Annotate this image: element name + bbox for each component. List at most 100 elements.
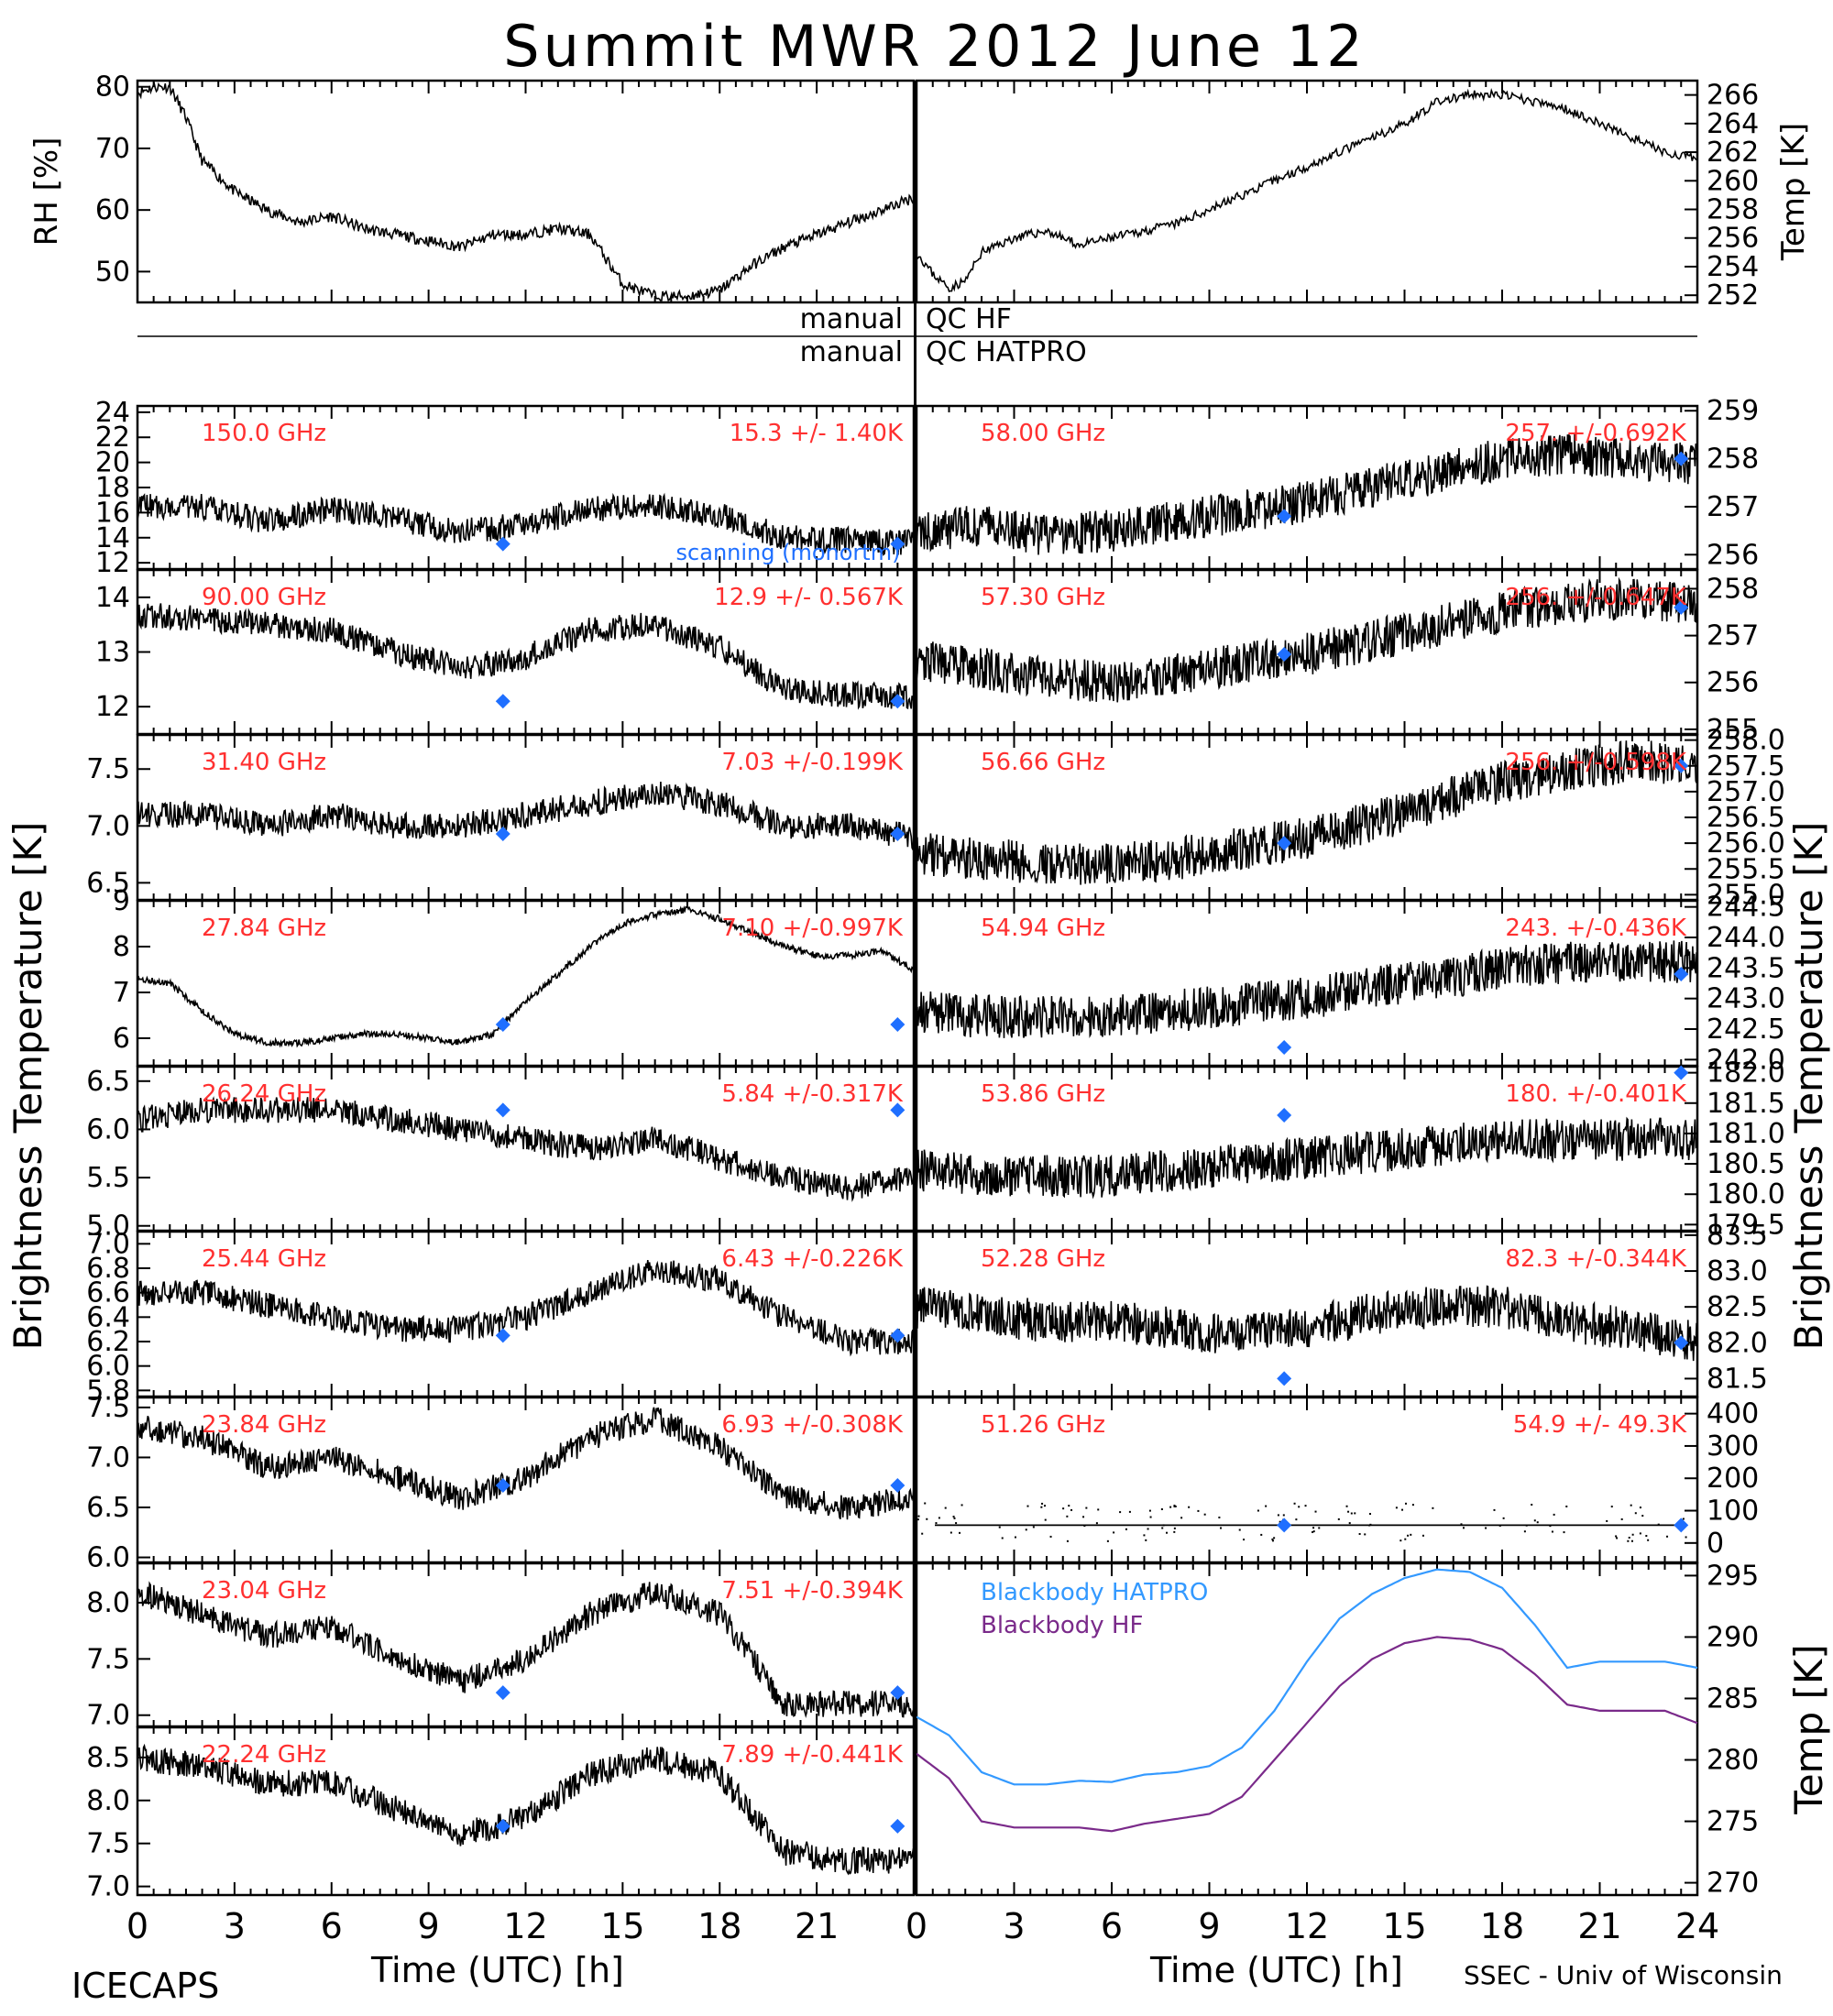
data-point [1606, 1519, 1608, 1522]
data-marker [1277, 1371, 1292, 1386]
data-point [1421, 1534, 1424, 1537]
frequency-label: 58.00 GHz [981, 420, 1105, 447]
y-tick-label: 266 [1707, 80, 1759, 112]
data-point [1631, 1533, 1634, 1536]
data-point [1354, 1512, 1356, 1515]
stat-label: 82.3 +/-0.344K [1505, 1245, 1687, 1273]
data-point [1460, 1523, 1463, 1526]
data-point [1401, 1508, 1404, 1511]
x-tick-label: 18 [697, 1906, 741, 1946]
chart-title: Summit MWR 2012 June 12 [503, 13, 1366, 80]
data-point [1533, 1519, 1536, 1522]
data-marker [890, 1328, 906, 1343]
y-tick-label: 6.5 [86, 1066, 130, 1098]
x-tick-label: 21 [1577, 1906, 1621, 1946]
data-trace [137, 1743, 915, 1876]
data-point [1085, 1507, 1088, 1509]
data-point [1295, 1518, 1298, 1521]
data-point [1350, 1512, 1353, 1515]
data-point [944, 1507, 947, 1509]
stat-label: 54.9 +/- 49.3K [1513, 1411, 1687, 1439]
stat-label: 7.51 +/-0.394K [721, 1577, 904, 1605]
data-point [1616, 1537, 1619, 1539]
data-point [1273, 1537, 1276, 1539]
data-point [917, 1515, 920, 1517]
data-point [1462, 1527, 1465, 1529]
left-xlabel: Time (UTC) [h] [370, 1950, 624, 1990]
y-tick-label: 22 [95, 422, 130, 454]
data-point [924, 1502, 927, 1505]
stat-label: 7.10 +/-0.997K [721, 915, 904, 942]
data-point [1368, 1524, 1371, 1527]
y-tick-label: 100 [1707, 1496, 1759, 1528]
legend-hf: Blackbody HF [981, 1612, 1143, 1639]
rh-panel: 50 60 70 80 RH [%] [28, 71, 916, 304]
right-xlabel: Time (UTC) [h] [1149, 1950, 1403, 1990]
stat-label: 243. +/-0.436K [1505, 915, 1687, 942]
y-tick-label: 6.4 [86, 1301, 130, 1333]
y-tick-label: 180.5 [1707, 1148, 1785, 1180]
y-tick-label: 81.5 [1707, 1363, 1768, 1395]
y-tick-label: 262 [1707, 137, 1759, 169]
y-tick-label: 18 [95, 472, 130, 504]
data-point [1143, 1534, 1146, 1537]
data-point [1565, 1505, 1568, 1507]
right-axis-label: Brightness Temperature [K] [1786, 822, 1831, 1351]
data-point [1628, 1536, 1630, 1539]
frequency-label: 54.94 GHz [981, 915, 1105, 942]
stat-label: 5.84 +/-0.317K [721, 1080, 904, 1108]
frequency-label: 150.0 GHz [202, 420, 326, 447]
data-point [1407, 1534, 1410, 1537]
y-tick-label: 242.5 [1707, 1013, 1785, 1046]
y-tick-label: 8.0 [86, 1785, 130, 1817]
data-point [1485, 1527, 1487, 1529]
data-marker [1277, 836, 1292, 851]
data-point [916, 1518, 919, 1521]
data-point [1634, 1512, 1637, 1515]
data-marker [1674, 1335, 1689, 1351]
y-tick-label: 285 [1707, 1682, 1759, 1715]
x-tick-label: 12 [1285, 1906, 1329, 1946]
y-tick-label: 258.0 [1707, 725, 1785, 757]
frequency-label: 56.66 GHz [981, 749, 1105, 776]
data-trace [137, 1581, 915, 1719]
data-point [935, 1522, 938, 1525]
data-point [1498, 1524, 1501, 1527]
y-tick-label: 256 [1707, 667, 1759, 699]
y-tick-label: 7.0 [86, 1441, 130, 1474]
data-point [1345, 1505, 1348, 1507]
data-point [1337, 1517, 1340, 1520]
y-tick-label: 16 [95, 497, 130, 529]
frequency-label: 31.40 GHz [202, 749, 326, 776]
stat-label: 7.03 +/-0.199K [721, 749, 904, 776]
data-trace [916, 576, 1698, 703]
y-tick-label: 12 [95, 547, 130, 579]
left-panel-2: 12 13 14 90.00 GHz 12.9 +/- 0.567K [95, 568, 916, 736]
y-tick-label: 295 [1707, 1560, 1759, 1592]
frequency-label: 22.24 GHz [202, 1741, 326, 1769]
qc-strip: manual QC HF manual QC HATPRO [137, 303, 1697, 368]
data-point [1106, 1539, 1109, 1542]
y-tick-label: 82.5 [1707, 1291, 1768, 1323]
data-point [998, 1526, 1001, 1528]
y-tick-label: 6.0 [86, 1351, 130, 1383]
data-point [1312, 1527, 1315, 1529]
y-tick-label: 256.0 [1707, 827, 1785, 860]
x-tick-label: 21 [795, 1906, 839, 1946]
data-marker [1674, 451, 1689, 466]
data-point [1298, 1506, 1301, 1508]
data-marker [495, 536, 510, 552]
series-line-hf [916, 1636, 1698, 1833]
data-point [1040, 1506, 1043, 1508]
data-marker [1674, 967, 1689, 981]
data-point [1173, 1527, 1176, 1529]
y-tick-label: 83.5 [1707, 1220, 1768, 1252]
data-marker [890, 536, 906, 552]
y-tick-label: 400 [1707, 1398, 1759, 1430]
data-point [1113, 1531, 1115, 1534]
y-tick-label: 7 [113, 977, 130, 1009]
qc-hf-label: QC HF [926, 303, 1012, 335]
